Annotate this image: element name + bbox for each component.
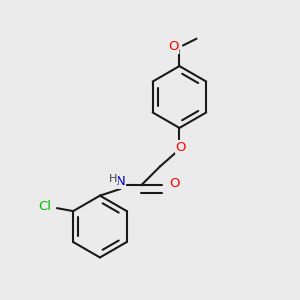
Text: Cl: Cl [38, 200, 51, 213]
Text: N: N [116, 175, 125, 188]
Text: O: O [176, 141, 186, 154]
Text: H: H [109, 174, 117, 184]
Text: O: O [168, 40, 179, 53]
Text: O: O [169, 177, 180, 190]
